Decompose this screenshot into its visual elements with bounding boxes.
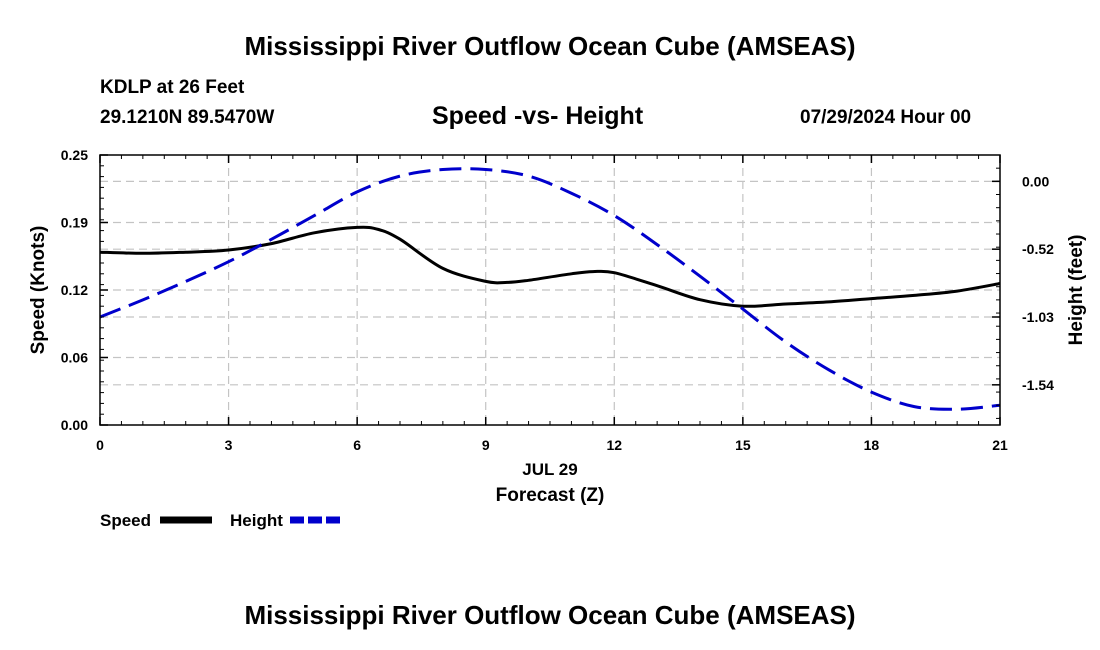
x-tick-label: 0 [96, 437, 104, 453]
forecast-datetime: 07/29/2024 Hour 00 [800, 107, 972, 128]
station-label: KDLP at 26 Feet [100, 77, 245, 98]
x-tick-label: 18 [864, 437, 880, 453]
x-axis-title: Forecast (Z) [496, 485, 605, 506]
legend: Speed Height [100, 511, 342, 530]
x-tick-label: 12 [606, 437, 622, 453]
y2-tick-label: -1.54 [1022, 377, 1054, 393]
axis-ticks [99, 154, 1001, 426]
y-tick-label: 0.12 [61, 282, 88, 298]
legend-label-speed: Speed [100, 511, 151, 530]
y2-axis-title: Height (feet) [1066, 235, 1087, 346]
axis-labels: 0 3 6 9 12 15 18 21 0.00 0.06 0.12 0.19 0.25 0.00 -0.5… [28, 147, 1087, 506]
chart-title: Mississippi River Outflow Ocean Cube (AM… [244, 31, 856, 61]
y-tick-label: 0.00 [61, 417, 88, 433]
coordinates-label: 29.1210N 89.5470W [100, 107, 275, 128]
x-tick-label: 15 [735, 437, 751, 453]
y-tick-label: 0.19 [61, 215, 88, 231]
grid [100, 155, 1000, 425]
x-tick-label: 3 [225, 437, 233, 453]
series-lines [99, 167, 1001, 411]
x-tick-label: 9 [482, 437, 490, 453]
y2-tick-label: 0.00 [1022, 173, 1049, 189]
x-tick-label: 6 [353, 437, 361, 453]
footer-title: Mississippi River Outflow Ocean Cube (AM… [244, 600, 856, 630]
legend-label-height: Height [230, 511, 283, 530]
chart-subtitle: Speed -vs- Height [432, 102, 644, 130]
y2-tick-label: -1.03 [1022, 309, 1054, 325]
x-date-label: JUL 29 [522, 460, 577, 479]
y-tick-label: 0.25 [61, 147, 88, 163]
speed-series-line [99, 225, 1001, 308]
y2-tick-label: -0.52 [1022, 241, 1054, 257]
y-tick-label: 0.06 [61, 350, 88, 366]
y-axis-title: Speed (Knots) [28, 226, 49, 355]
height-series-line [99, 167, 1001, 411]
x-tick-label: 21 [992, 437, 1008, 453]
